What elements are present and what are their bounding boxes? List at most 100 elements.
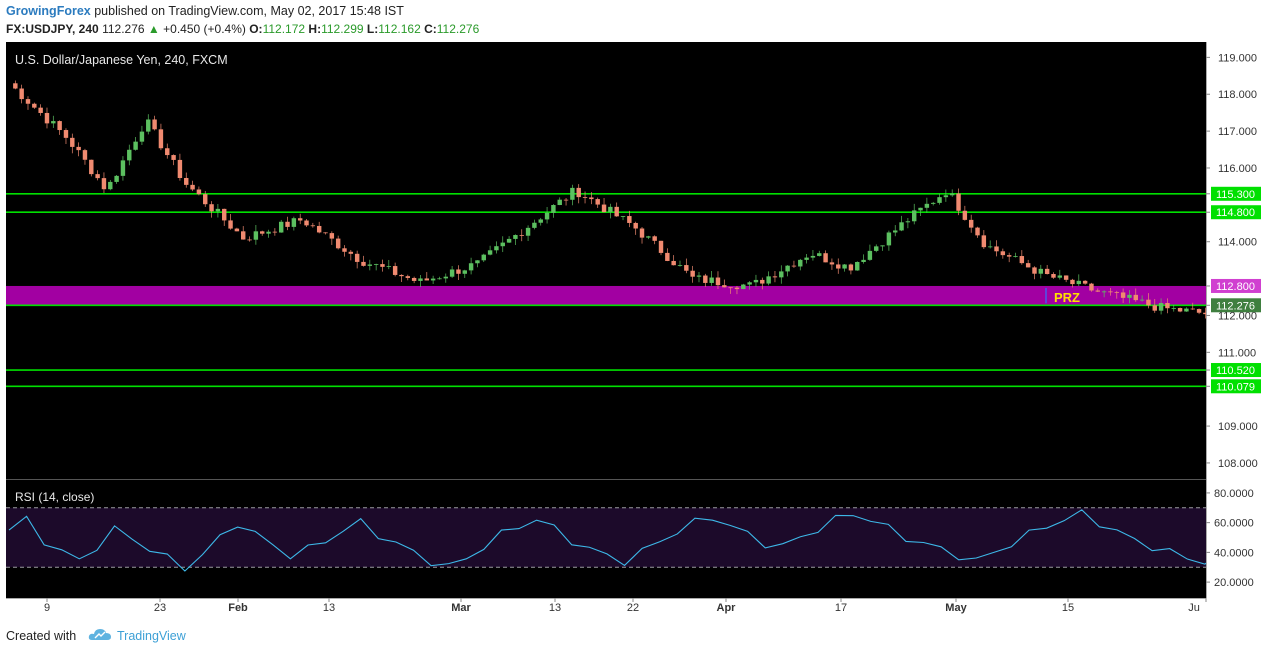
candle-body (323, 232, 328, 234)
candle-body (259, 231, 265, 234)
time-axis-label: Feb (228, 602, 248, 614)
candle-body (817, 253, 822, 256)
price-axis-label: 109.000 (1218, 421, 1258, 433)
candle-body (32, 103, 37, 108)
candle (823, 250, 828, 263)
tradingview-brand-link[interactable]: TradingView (117, 629, 186, 643)
candle (829, 258, 835, 270)
candle (481, 253, 486, 263)
price-badge (1211, 379, 1261, 394)
candle (836, 258, 841, 274)
candle-body (1044, 268, 1050, 275)
candle-body (576, 187, 581, 198)
price-axis-label: 118.000 (1218, 89, 1257, 101)
candle (810, 250, 816, 261)
time-axis-label: Mar (451, 602, 471, 614)
time-axis[interactable] (6, 598, 1266, 616)
candle-body (1038, 268, 1044, 274)
candle-body (335, 238, 341, 249)
candle (468, 257, 474, 275)
chart-background (6, 42, 1206, 598)
candle (506, 236, 512, 244)
candle-body (823, 253, 828, 263)
candle-body (386, 266, 392, 267)
candle (627, 210, 632, 228)
candle (817, 250, 822, 257)
candle-body (937, 197, 942, 203)
candle-body (1158, 302, 1164, 311)
candle (753, 274, 759, 287)
candle (595, 197, 600, 208)
candle (494, 241, 499, 254)
candle (1152, 299, 1157, 313)
price-badge (1211, 298, 1261, 313)
candle (285, 216, 290, 231)
candle (538, 217, 543, 226)
candle-body (234, 228, 240, 232)
candle-body (1139, 299, 1145, 301)
candle-body (291, 218, 297, 227)
candle-body (690, 270, 695, 277)
candle (709, 270, 714, 286)
price-axis[interactable] (1206, 42, 1266, 598)
candle-body (1196, 309, 1202, 313)
candle-body (247, 239, 252, 241)
candle (456, 265, 461, 281)
candle-body (1019, 256, 1025, 264)
candle (405, 274, 411, 281)
chart-title: U.S. Dollar/Japanese Yen, 240, FXCM (15, 53, 228, 67)
candle-body (25, 99, 31, 104)
candle-body (633, 222, 638, 229)
candle (519, 229, 524, 242)
candle (449, 266, 455, 278)
price-pane[interactable]: PRZ Left ShoulderHeadRight Shoulder (6, 80, 1266, 477)
candle (949, 189, 955, 197)
candle (1057, 269, 1063, 280)
candle (690, 265, 695, 283)
price-chart[interactable]: PRZ Left ShoulderHeadRight Shoulder U.S.… (6, 42, 1266, 616)
candle (962, 205, 968, 221)
rsi-pane[interactable] (6, 488, 1266, 580)
candle (513, 234, 518, 246)
candle-body (38, 107, 43, 113)
author-link[interactable]: GrowingForex (6, 4, 91, 18)
open-value: 112.172 (262, 22, 306, 36)
candle (1108, 287, 1113, 296)
last-price: 112.276 (102, 22, 145, 36)
candle (177, 153, 183, 181)
candle (247, 236, 252, 242)
candle (1177, 307, 1183, 313)
candle-body (665, 252, 670, 261)
time-axis-label: 17 (835, 602, 847, 614)
candle-body (228, 220, 233, 229)
candle-body (1120, 292, 1126, 298)
candle-body (766, 276, 771, 284)
candle-body (70, 137, 75, 147)
candle (373, 263, 379, 271)
candle-body (899, 222, 904, 231)
price-axis-label: 112.800 (1216, 281, 1255, 293)
candle (108, 179, 113, 191)
candle-body (354, 253, 360, 262)
candle (38, 104, 43, 116)
price-badge (1211, 205, 1261, 220)
candle (44, 107, 50, 129)
candle-body (1070, 279, 1075, 285)
candle (430, 275, 436, 285)
candle-body (620, 216, 626, 217)
candle-body (462, 270, 467, 274)
candle-body (468, 263, 474, 271)
candle (1095, 288, 1101, 293)
candle (848, 263, 854, 275)
price-axis-label: 117.000 (1218, 126, 1257, 138)
candle-body (494, 246, 499, 251)
candle-body (722, 285, 727, 288)
candle (82, 148, 88, 165)
candle (646, 235, 651, 240)
candle (259, 230, 265, 236)
candle-body (981, 235, 987, 248)
candle-body (595, 199, 600, 205)
low-value: 112.162 (378, 22, 421, 36)
candle-body (1000, 251, 1006, 256)
candle (1139, 295, 1145, 302)
